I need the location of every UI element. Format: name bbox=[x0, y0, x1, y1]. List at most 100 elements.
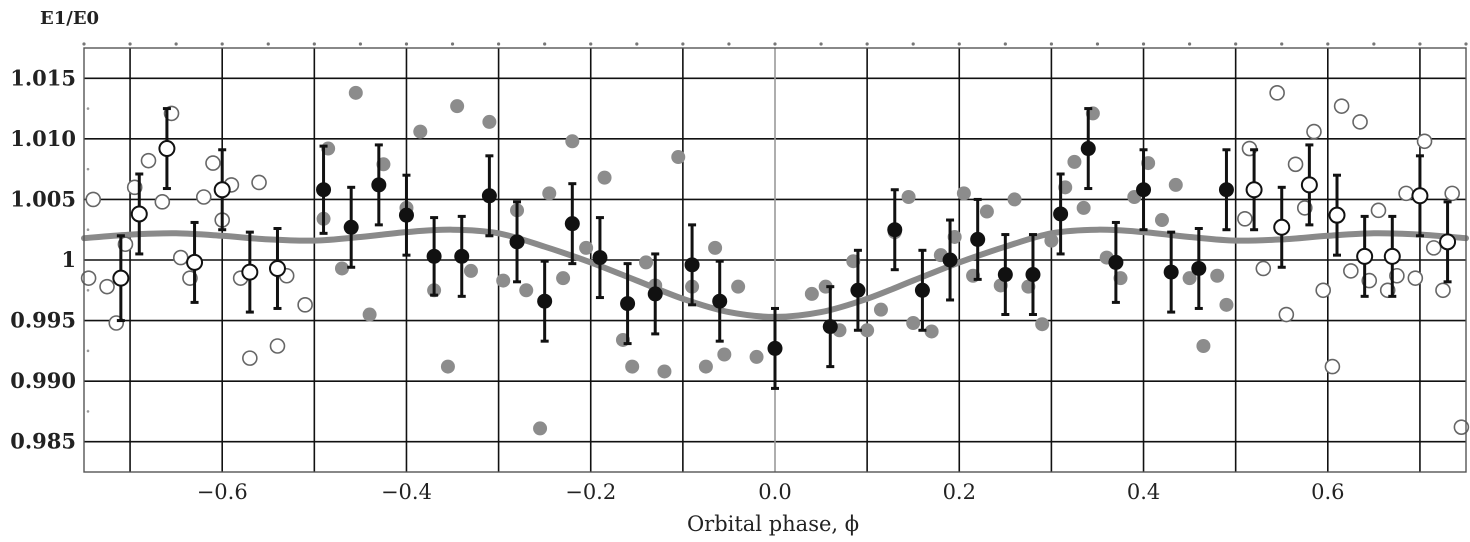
raw-point bbox=[450, 99, 465, 114]
binned-point bbox=[316, 182, 332, 198]
raw-repeated-point bbox=[1324, 358, 1341, 375]
top-tick-dot bbox=[1372, 42, 1376, 46]
binned-point bbox=[620, 296, 636, 312]
raw-point bbox=[708, 240, 723, 255]
raw-point bbox=[413, 124, 428, 139]
raw-repeated-point bbox=[1315, 282, 1331, 299]
raw-point bbox=[533, 421, 548, 436]
raw-point bbox=[1076, 200, 1091, 215]
raw-point bbox=[1044, 233, 1059, 248]
raw-point bbox=[1067, 154, 1082, 169]
top-tick-dot bbox=[220, 42, 224, 46]
raw-point bbox=[1210, 268, 1225, 283]
binned-point bbox=[398, 207, 414, 223]
raw-repeated-point bbox=[1416, 133, 1433, 150]
raw-point bbox=[496, 273, 511, 288]
binned-point bbox=[1053, 206, 1069, 222]
top-tick-dot bbox=[358, 42, 362, 46]
binned-point-open bbox=[1439, 233, 1457, 251]
raw-repeated-point bbox=[1407, 270, 1424, 286]
raw-point bbox=[440, 359, 455, 374]
raw-repeated-point bbox=[1435, 282, 1451, 299]
x-tick-label: −0.6 bbox=[197, 480, 248, 504]
raw-point bbox=[519, 283, 534, 298]
raw-point bbox=[597, 170, 612, 185]
top-tick-dot bbox=[404, 42, 409, 46]
top-tick-dot bbox=[128, 42, 132, 46]
binned-point bbox=[970, 231, 986, 247]
binned-point bbox=[1218, 182, 1234, 198]
raw-repeated-point bbox=[205, 155, 221, 171]
raw-repeated-point bbox=[1278, 306, 1295, 323]
binned-point bbox=[1136, 182, 1152, 198]
raw-repeated-point bbox=[242, 350, 258, 366]
raw-point bbox=[860, 323, 875, 338]
binned-points bbox=[112, 107, 1457, 390]
binned-point bbox=[564, 216, 580, 232]
raw-point bbox=[671, 150, 686, 165]
binned-point-open bbox=[268, 259, 286, 277]
top-tick-dot bbox=[543, 42, 547, 46]
raw-point bbox=[556, 271, 571, 286]
raw-repeated-point bbox=[80, 270, 97, 286]
raw-repeated-point bbox=[99, 278, 115, 295]
raw-point bbox=[463, 263, 478, 278]
y-axis-title: E1/E0 bbox=[40, 8, 99, 29]
binned-point-open bbox=[1245, 181, 1263, 199]
binned-point bbox=[1080, 141, 1096, 157]
left-tick-dot bbox=[86, 167, 90, 171]
top-tick-dot bbox=[635, 42, 639, 46]
x-tick-label: 0.0 bbox=[758, 480, 791, 504]
binned-point bbox=[1108, 254, 1124, 270]
left-tick-dot bbox=[86, 288, 90, 292]
raw-repeated-point bbox=[269, 338, 286, 354]
raw-repeated-point bbox=[1269, 85, 1285, 101]
top-tick-dot bbox=[1234, 42, 1238, 46]
raw-point bbox=[804, 286, 819, 301]
x-tick-label: 0.6 bbox=[1311, 480, 1344, 504]
binned-point bbox=[887, 222, 903, 238]
binned-point-open bbox=[186, 253, 204, 271]
binned-point bbox=[1025, 267, 1041, 283]
raw-point bbox=[579, 240, 594, 255]
binned-point bbox=[509, 234, 525, 250]
raw-point bbox=[348, 85, 363, 100]
binned-point-open bbox=[130, 205, 148, 223]
binned-point bbox=[914, 282, 930, 298]
x-tick-labels: −0.6 −0.4 −0.2 0.0 0.2 0.4 0.6 bbox=[197, 480, 1345, 504]
left-tick-dot bbox=[86, 349, 90, 353]
raw-repeated-point bbox=[1306, 123, 1322, 140]
raw-point bbox=[924, 324, 939, 339]
top-tick-dot bbox=[312, 42, 316, 46]
y-tick-labels: 0.985 0.990 0.995 1 1.005 1.010 1.015 bbox=[10, 65, 76, 453]
raw-point bbox=[1182, 271, 1197, 286]
top-tick-dot bbox=[773, 42, 777, 46]
left-tick-dot bbox=[86, 228, 90, 232]
top-tick-dot bbox=[174, 42, 178, 46]
binned-point bbox=[592, 250, 608, 266]
binned-point bbox=[942, 252, 958, 268]
binned-point-open bbox=[1383, 247, 1401, 265]
y-tick-label: 0.995 bbox=[10, 308, 76, 333]
raw-point bbox=[639, 255, 654, 270]
binned-point bbox=[822, 319, 838, 335]
raw-repeated-point bbox=[85, 191, 102, 208]
top-tick-dot bbox=[865, 42, 869, 46]
left-tick-dot bbox=[86, 107, 90, 110]
x-tick-label: −0.2 bbox=[565, 480, 616, 504]
top-tick-dot bbox=[266, 42, 270, 46]
raw-repeated-point bbox=[1398, 185, 1414, 202]
top-tick-dot bbox=[1418, 42, 1422, 46]
top-tick-dot bbox=[1003, 42, 1007, 46]
top-tick-dot bbox=[1095, 42, 1100, 46]
top-tick-dot bbox=[450, 42, 455, 46]
raw-repeated-point bbox=[1333, 98, 1350, 114]
top-tick-dot bbox=[957, 42, 961, 46]
raw-repeated-point bbox=[1255, 260, 1272, 277]
binned-point bbox=[767, 340, 783, 356]
binned-point-open bbox=[1273, 218, 1291, 236]
binned-point bbox=[712, 293, 728, 309]
raw-repeated-point bbox=[1453, 419, 1470, 435]
raw-point bbox=[1007, 192, 1022, 207]
binned-point bbox=[537, 293, 553, 309]
